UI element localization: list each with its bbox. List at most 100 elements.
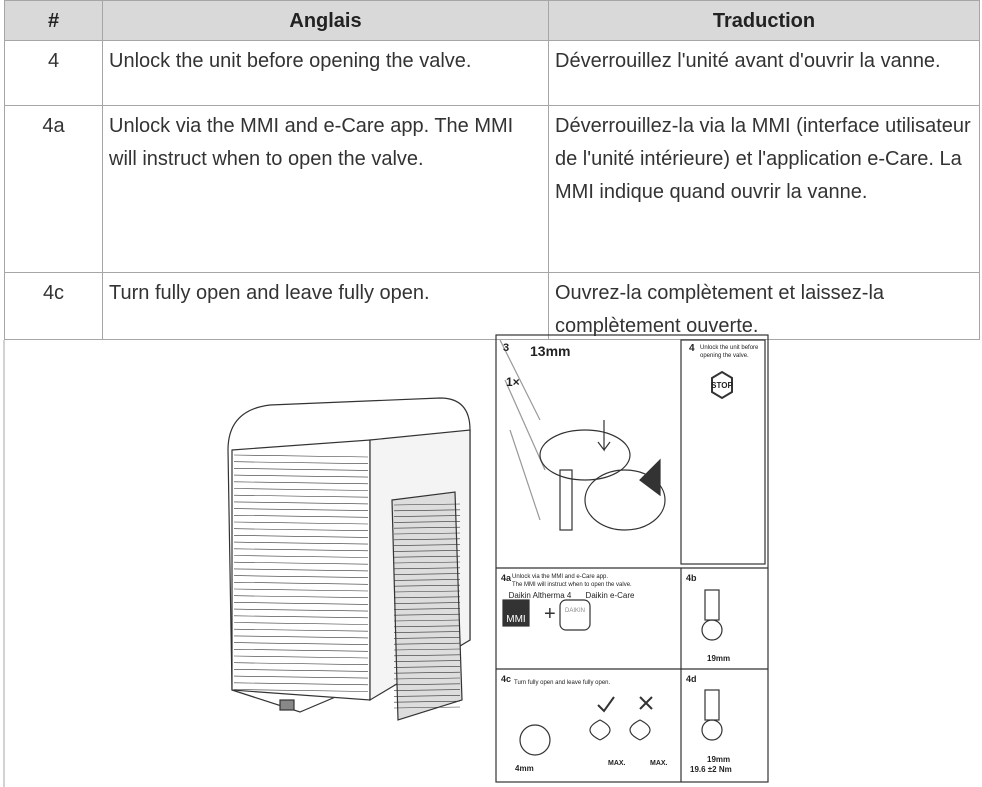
louver [393,532,461,535]
figure-label: 3 [503,342,509,354]
louver [233,548,369,552]
table-cell: 4c [4,273,103,340]
louver [233,555,369,558]
figure-label: 4d [686,674,697,684]
louver [393,515,461,517]
louver [393,573,461,575]
figure-label: 4 [689,343,695,354]
louver [233,515,369,518]
svg-text:+: + [544,603,556,625]
figure-label: Daikin Altherma 4 [509,591,572,600]
louver [233,468,369,471]
figure-label: STOP [711,381,733,390]
table-cell: Unlock via the MMI and e-Care app. The M… [103,106,549,273]
table-cell: 4 [4,41,103,106]
figure-label: 4a [501,573,512,583]
louver [393,683,461,686]
louver [233,602,369,605]
louver [233,635,369,639]
figure-label: opening the valve. [700,353,749,359]
figure-label: Daikin e-Care [586,591,635,600]
louver [393,584,461,587]
header-cell: Traduction [549,0,980,41]
louver [393,660,461,662]
table-cell: 4a [4,106,103,273]
louver [393,700,461,703]
louver [233,689,369,692]
louver [393,642,461,645]
louver [233,622,369,625]
louver [233,494,369,498]
figure-label: MAX. [608,760,626,767]
louver [393,648,461,651]
louver [393,579,461,581]
header-cell: Anglais [103,0,549,41]
louver [393,596,461,599]
louver [393,706,461,709]
louver [393,625,461,628]
louver [393,602,461,604]
louver [393,654,461,657]
figure-label: 13mm [530,343,570,359]
louver [233,588,369,592]
louver [393,677,461,680]
figure-label: 19mm [707,755,730,764]
louver [233,568,369,572]
louver [233,474,369,478]
table-cell: Unlock the unit before opening the valve… [103,41,549,106]
louver [393,544,461,546]
louver [233,608,369,612]
louver [233,521,369,525]
louver [233,669,369,672]
figure-label: Unlock the unit before [700,345,759,351]
louver [233,642,369,645]
louver [233,528,369,531]
table-cell: Déverrouillez-la via la MMI (interface u… [549,106,980,273]
figure-label: 4mm [515,764,534,773]
louver [393,503,461,506]
louver [393,631,461,633]
unit-drawing [227,397,471,721]
louver [233,481,369,485]
louver [393,590,461,593]
figure-label: MAX. [650,760,668,767]
louver [233,461,369,464]
louver [393,509,461,512]
louver [233,454,369,458]
louver [233,508,369,511]
louver [393,526,461,529]
louver [393,550,461,552]
louver [393,567,461,570]
figure-label: DAIKIN [565,608,585,614]
figure-labels: 3 13mm 1× 4 Unlock the unit before opening th… [501,342,759,774]
figure-label: MMI [506,614,525,625]
figure-label: 4c [501,674,511,684]
figure-label: 19mm [707,654,730,663]
figure-label: 1× [506,375,520,389]
header-cell: # [4,0,103,41]
louver [233,655,369,659]
louver [233,662,369,665]
louver [233,682,369,686]
louver [233,615,369,619]
figure-label: The MMI will instruct when to open the v… [512,582,632,588]
figure-label: 19.6 ±2 Nm [690,765,732,774]
louver [233,628,369,632]
louver [393,608,461,610]
louver [233,649,369,652]
louver [393,613,461,616]
louver [393,637,461,639]
steps-panel: + [495,334,769,783]
louver [393,555,461,558]
louver [393,521,461,523]
louver [393,538,461,541]
table-cell: Déverrouillez l'unité avant d'ouvrir la … [549,41,980,106]
figure-label: Unlock via the MMI and e-Care app. [512,574,608,580]
louver [233,675,369,679]
louver [233,501,369,505]
louver [393,561,461,564]
table-cell: Ouvrez-la complètement et laissez-la com… [549,273,980,340]
louver [233,488,369,491]
louver [393,689,461,691]
